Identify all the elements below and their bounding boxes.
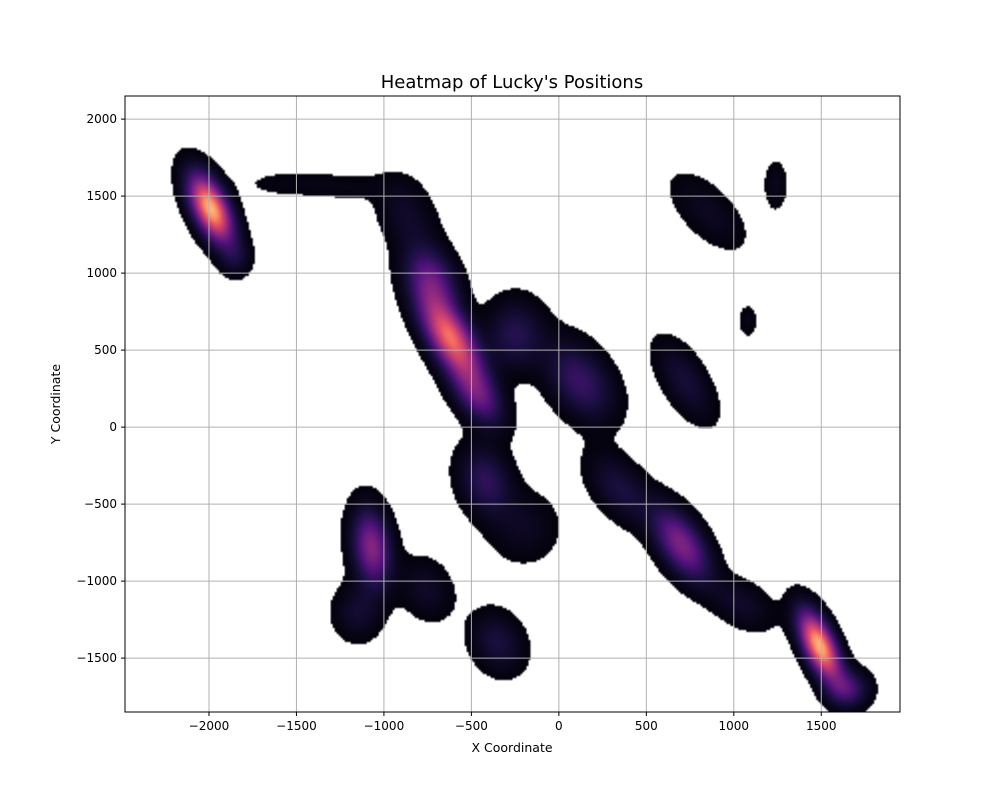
x-tick-label: 500 bbox=[635, 719, 658, 733]
y-tick-label: 1500 bbox=[86, 189, 117, 203]
x-tick-label: 1500 bbox=[806, 719, 837, 733]
y-tick-label: −500 bbox=[84, 497, 117, 511]
x-tick-label: −1500 bbox=[276, 719, 317, 733]
plot-frame bbox=[124, 95, 901, 713]
y-axis-label: Y Coordinate bbox=[48, 364, 63, 445]
y-tick-label: −1500 bbox=[76, 651, 117, 665]
x-tick-label: 0 bbox=[555, 719, 563, 733]
grid bbox=[125, 96, 900, 712]
density-image bbox=[125, 96, 900, 712]
x-axis-label: X Coordinate bbox=[471, 740, 552, 755]
ticks: −2000 −1500 −1000 −500 0 500 1000 1500 −1500 −100… bbox=[76, 112, 836, 733]
x-tick-label: −2000 bbox=[189, 719, 230, 733]
y-tick-label: 0 bbox=[109, 420, 117, 434]
chart-title: Heatmap of Lucky's Positions bbox=[381, 72, 643, 93]
y-tick-label: −1000 bbox=[76, 574, 117, 588]
x-tick-label: 1000 bbox=[719, 719, 750, 733]
x-tick-label: −1000 bbox=[364, 719, 405, 733]
y-tick-label: 2000 bbox=[86, 112, 117, 126]
y-tick-label: 500 bbox=[94, 343, 117, 357]
x-tick-label: −500 bbox=[455, 719, 488, 733]
y-tick-label: 1000 bbox=[86, 266, 117, 280]
